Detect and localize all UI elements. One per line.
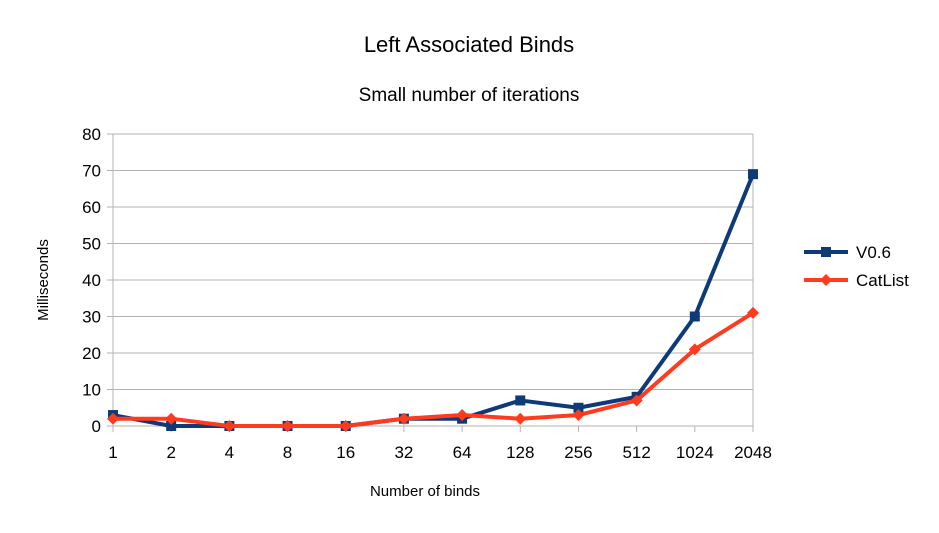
y-tick-label: 0 — [92, 417, 101, 436]
y-tick-label: 50 — [82, 235, 101, 254]
y-tick-label: 80 — [82, 125, 101, 144]
chart-title: Left Associated Binds — [364, 32, 574, 57]
x-tick-label: 2048 — [734, 443, 772, 462]
data-point — [748, 169, 758, 180]
data-point — [456, 409, 469, 422]
series-0 — [108, 169, 758, 431]
legend-marker — [820, 274, 832, 286]
data-point — [688, 343, 701, 356]
data-point — [630, 394, 643, 407]
legend-marker — [821, 247, 831, 257]
data-point — [514, 412, 527, 425]
y-tick-label: 40 — [82, 271, 101, 290]
series-line — [112, 173, 755, 428]
x-tick-label: 32 — [394, 443, 413, 462]
data-point — [573, 402, 584, 413]
y-tick-label: 30 — [82, 308, 101, 327]
axes — [107, 133, 754, 432]
data-point — [689, 311, 700, 322]
x-tick-label: 128 — [506, 443, 534, 462]
data-point — [515, 395, 526, 406]
data-point — [572, 409, 585, 422]
x-axis-label: Number of binds — [370, 483, 480, 500]
legend-label: V0.6 — [856, 243, 891, 262]
y-tick-label: 70 — [82, 162, 101, 181]
data-point — [339, 420, 352, 432]
x-tick-label: 1024 — [676, 443, 714, 462]
x-tick-label: 64 — [453, 443, 472, 462]
series — [107, 169, 759, 432]
series-line — [113, 311, 755, 428]
data-point — [281, 420, 294, 432]
x-tick-label: 8 — [283, 443, 292, 462]
legend-label: CatList — [856, 271, 909, 290]
x-tick-label: 1 — [108, 443, 117, 462]
x-tick-label: 512 — [622, 443, 650, 462]
x-tick-label: 256 — [564, 443, 592, 462]
data-point — [397, 412, 410, 425]
data-point — [166, 421, 177, 431]
gridlines — [113, 133, 754, 426]
legend: V0.6 CatList — [804, 243, 909, 290]
y-tick-label: 20 — [82, 344, 101, 363]
data-point — [747, 306, 759, 319]
y-tick-label: 60 — [82, 198, 101, 217]
x-tick-label: 2 — [166, 443, 175, 462]
tick-labels: 0 10 20 30 40 50 60 70 80 1 2 4 8 16 32 64 128 256 512 1024… — [82, 125, 772, 462]
y-tick-label: 10 — [82, 381, 101, 400]
data-point — [107, 412, 119, 425]
chart-subtitle: Small number of iterations — [359, 85, 580, 106]
series-1 — [107, 306, 759, 432]
x-tick-label: 4 — [225, 443, 234, 462]
data-point — [223, 420, 236, 432]
data-point — [165, 412, 178, 425]
y-axis-label: Milliseconds — [35, 239, 52, 321]
x-tick-label: 16 — [336, 443, 355, 462]
